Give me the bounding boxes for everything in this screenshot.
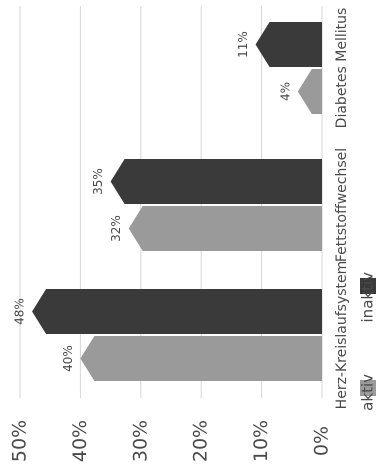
- bar-inaktiv-1: [110, 159, 322, 204]
- legend: aktiv inaktiv: [359, 272, 376, 411]
- data-label: 11%: [236, 31, 250, 58]
- data-label: 40%: [61, 345, 75, 372]
- data-label: 48%: [13, 298, 27, 325]
- bar-inaktiv-2: [255, 22, 322, 67]
- data-label: 35%: [91, 168, 105, 195]
- legend-label-inaktiv: inaktiv: [359, 272, 376, 323]
- tick-label: 0%: [311, 426, 333, 456]
- bar-aktiv-0: [80, 336, 323, 381]
- data-label: 32%: [109, 215, 123, 242]
- tick-label: 40%: [69, 420, 91, 462]
- tick-label: 30%: [129, 420, 151, 462]
- bar-aktiv-1: [128, 206, 322, 251]
- legend-swatch-aktiv: [360, 380, 376, 396]
- legend-swatch-inaktiv: [360, 278, 376, 294]
- tick-label: 20%: [190, 420, 212, 462]
- bars: 40% 32% 4% 48% 35% 11%: [13, 22, 323, 381]
- data-label: 4%: [278, 82, 292, 101]
- value-axis-ticks: 0% 10% 20% 30% 40% 50%: [9, 420, 333, 462]
- legend-label-aktiv: aktiv: [359, 374, 376, 411]
- tick-label: 10%: [250, 420, 272, 462]
- category-label: Fettstoffwechsel: [334, 148, 350, 262]
- category-label: Herz-Kreislaufsystem: [334, 261, 350, 410]
- bar-inaktiv-0: [32, 289, 322, 334]
- category-label: Diabetes Mellitus: [334, 8, 350, 129]
- tick-label: 50%: [9, 420, 31, 462]
- bar-aktiv-2: [297, 69, 322, 114]
